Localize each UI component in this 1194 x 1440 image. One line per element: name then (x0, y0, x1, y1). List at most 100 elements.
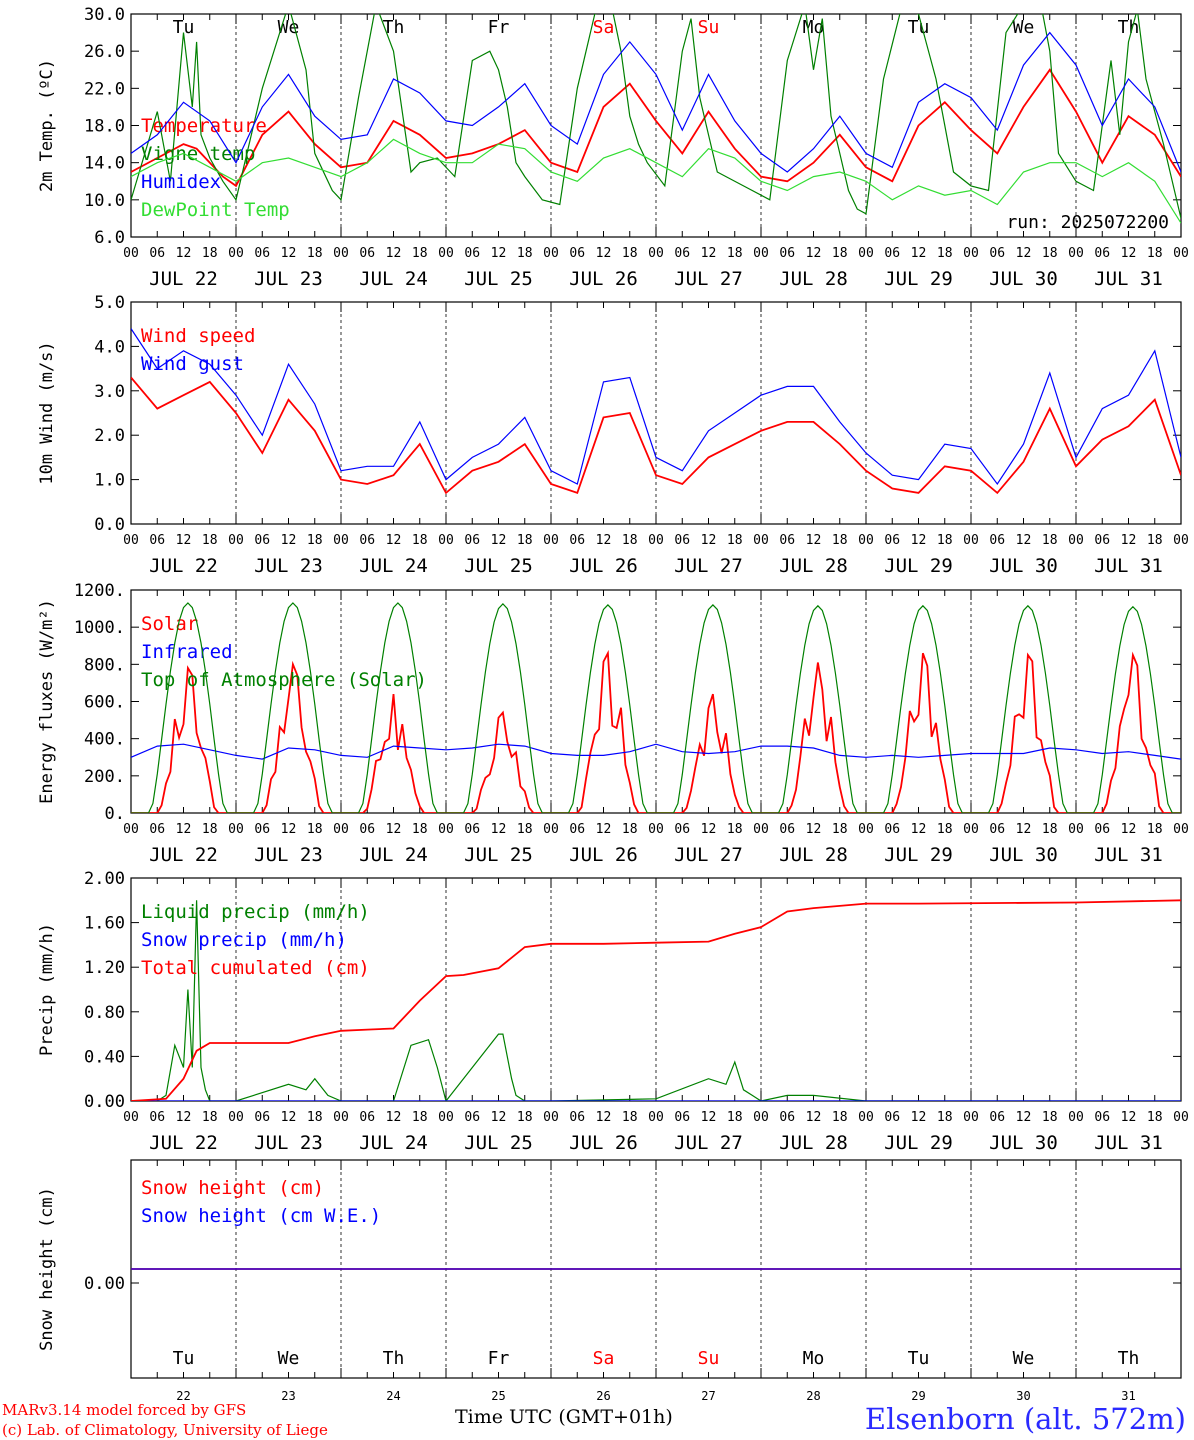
hour-tick-label: 12 (911, 533, 927, 548)
time-axis-label: Time UTC (GMT+01h) (455, 1406, 673, 1428)
y-tick-label: 6.0 (94, 228, 125, 248)
legend-entry: Wind gust (141, 353, 244, 375)
y-tick-label: 1.60 (84, 914, 125, 934)
hour-tick-label: 12 (176, 822, 192, 837)
date-label: JUL 30 (989, 555, 1058, 577)
hour-tick-label: 18 (727, 822, 743, 837)
date-label: JUL 30 (989, 1132, 1058, 1154)
hour-tick-label: 18 (937, 533, 953, 548)
run-annotation: run: 2025072200 (1006, 212, 1169, 233)
date-label: JUL 25 (464, 555, 533, 577)
series-line (131, 328, 1181, 486)
hour-tick-label: 12 (1016, 533, 1032, 548)
day-abbr: Sa (593, 17, 615, 38)
y-tick-label: 0. (105, 804, 125, 824)
day-number: 31 (1121, 1389, 1135, 1403)
legend-entry: Total cumulated (cm) (141, 957, 370, 979)
hour-tick-label: 00 (438, 533, 454, 548)
hour-tick-label: 06 (989, 1110, 1005, 1125)
hour-tick-label: 18 (1042, 533, 1058, 548)
hour-tick-label: 00 (228, 246, 244, 261)
hour-tick-label: 12 (491, 246, 507, 261)
date-label: JUL 22 (149, 844, 218, 866)
y-tick-label: 1000. (74, 618, 125, 638)
date-label: JUL 26 (569, 1132, 638, 1154)
hour-tick-label: 18 (937, 246, 953, 261)
hour-tick-label: 00 (648, 246, 664, 261)
hour-tick-label: 00 (543, 246, 559, 261)
hour-tick-label: 12 (281, 1110, 297, 1125)
hour-tick-label: 18 (517, 246, 533, 261)
series-line (131, 900, 1181, 1101)
date-label: JUL 31 (1094, 1132, 1163, 1154)
hour-tick-label: 12 (1016, 246, 1032, 261)
date-label: JUL 31 (1094, 844, 1163, 866)
hour-tick-label: 12 (176, 246, 192, 261)
hour-tick-label: 00 (228, 822, 244, 837)
hour-tick-label: 18 (307, 822, 323, 837)
hour-tick-label: 06 (1094, 822, 1110, 837)
hour-tick-label: 06 (254, 246, 270, 261)
hour-tick-label: 00 (753, 246, 769, 261)
hour-tick-label: 18 (307, 533, 323, 548)
hour-tick-label: 12 (911, 1110, 927, 1125)
hour-tick-label: 12 (596, 1110, 612, 1125)
hour-tick-label: 06 (1094, 1110, 1110, 1125)
hour-tick-label: 18 (202, 246, 218, 261)
series-line (131, 649, 1181, 813)
hour-tick-label: 12 (386, 246, 402, 261)
hour-tick-label: 06 (779, 246, 795, 261)
hour-tick-label: 06 (779, 822, 795, 837)
date-label: JUL 26 (569, 844, 638, 866)
hour-tick-label: 06 (674, 1110, 690, 1125)
series-line (131, 14, 1181, 219)
hour-tick-label: 12 (701, 1110, 717, 1125)
hour-tick-label: 00 (123, 246, 139, 261)
y-tick-label: 400. (84, 730, 125, 750)
hour-tick-label: 00 (963, 533, 979, 548)
hour-tick-label: 00 (1173, 822, 1189, 837)
date-label: JUL 23 (254, 844, 323, 866)
hour-tick-label: 12 (806, 822, 822, 837)
hour-tick-label: 18 (517, 822, 533, 837)
hour-tick-label: 12 (491, 1110, 507, 1125)
day-abbr: Th (1118, 17, 1140, 38)
hour-tick-label: 00 (1068, 822, 1084, 837)
station-name: Elsenborn (alt. 572m) (864, 1402, 1186, 1436)
hour-tick-label: 18 (1042, 1110, 1058, 1125)
date-label: JUL 27 (674, 1132, 743, 1154)
date-label: JUL 29 (884, 844, 953, 866)
hour-tick-label: 18 (202, 1110, 218, 1125)
hour-tick-label: 00 (858, 246, 874, 261)
legend-entry: Solar (141, 613, 198, 635)
hour-tick-label: 06 (464, 1110, 480, 1125)
y-tick-label: 1.20 (84, 958, 125, 978)
date-label: JUL 28 (779, 1132, 848, 1154)
hour-tick-label: 00 (228, 533, 244, 548)
date-label: JUL 27 (674, 844, 743, 866)
series-line (131, 138, 1181, 224)
hour-tick-label: 18 (937, 1110, 953, 1125)
hour-tick-label: 18 (1147, 246, 1163, 261)
series-line (131, 68, 1181, 188)
hour-tick-label: 12 (1016, 822, 1032, 837)
date-label: JUL 27 (674, 268, 743, 290)
hour-tick-label: 12 (1121, 1110, 1137, 1125)
hour-tick-label: 06 (569, 822, 585, 837)
hour-tick-label: 06 (149, 246, 165, 261)
y-tick-label: 200. (84, 767, 125, 787)
hour-tick-label: 00 (333, 822, 349, 837)
panel-1: 6.0 10.0 14.0 18.0 22.0 26.0 30.0 2m Temp. (ºC)… (37, 5, 1189, 290)
day-number: 30 (1016, 1389, 1030, 1403)
hour-tick-label: 12 (281, 246, 297, 261)
hour-tick-label: 06 (254, 822, 270, 837)
hour-tick-label: 06 (359, 246, 375, 261)
hour-tick-label: 18 (832, 533, 848, 548)
hour-tick-label: 00 (123, 533, 139, 548)
hour-tick-label: 06 (569, 533, 585, 548)
hour-tick-label: 06 (149, 1110, 165, 1125)
legend-entry: Infrared (141, 641, 233, 663)
hour-tick-label: 12 (491, 533, 507, 548)
hour-tick-label: 12 (596, 533, 612, 548)
date-label: JUL 23 (254, 268, 323, 290)
